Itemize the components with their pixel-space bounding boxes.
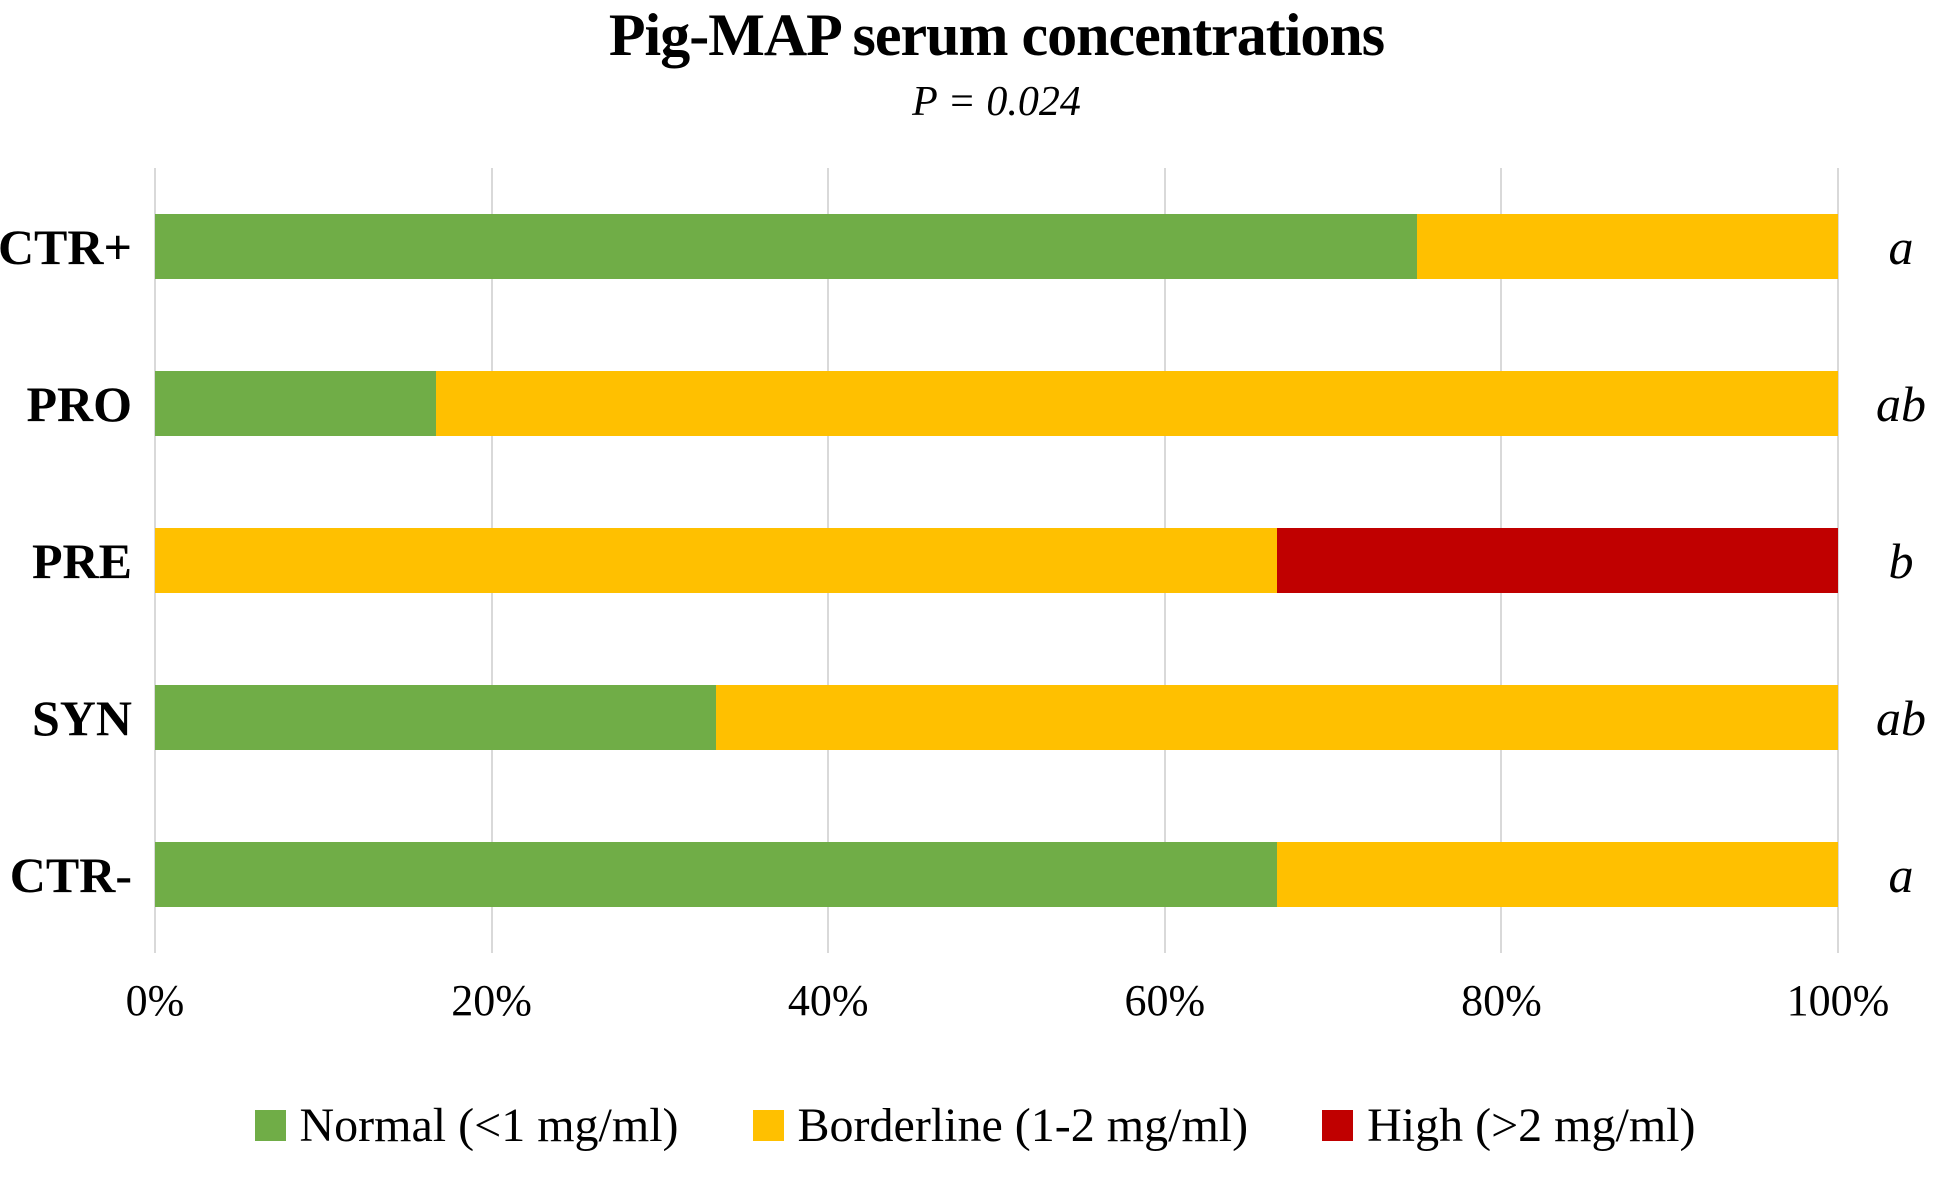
legend: Normal (<1 mg/ml) Borderline (1-2 mg/ml) H…: [0, 1098, 1950, 1153]
bar-segment-CTR+-Borderline (1-2 mg/ml): [1417, 214, 1838, 279]
legend-swatch-icon-Borderline (1-2 mg/ml): [752, 1110, 784, 1141]
x-tick-label-100%: 100%: [1786, 976, 1890, 1025]
chart-title: Pig-MAP serum concentrations: [608, 2, 1385, 68]
bar-segment-CTR--Borderline (1-2 mg/ml): [1277, 842, 1838, 907]
significance-letter-PRE: b: [1888, 532, 1914, 589]
x-tick-label-60%: 60%: [1124, 976, 1206, 1025]
x-tick-label-0%: 0%: [125, 976, 185, 1025]
bar-row-CTR-: [155, 796, 1838, 953]
category-label-SYN: SYN: [31, 689, 132, 746]
bar-segment-SYN-Normal (<1 mg/ml): [155, 685, 716, 750]
legend-item-Normal (<1 mg/ml): Normal (<1 mg/ml): [254, 1098, 679, 1153]
bar-segment-PRO-Borderline (1-2 mg/ml): [435, 371, 1838, 436]
legend-item-Borderline (1-2 mg/ml): Borderline (1-2 mg/ml): [752, 1098, 1249, 1153]
legend-label: Normal (<1 mg/ml): [299, 1099, 679, 1152]
bar-row-PRE: [155, 482, 1838, 639]
bar-segment-PRE-High (>2 mg/ml): [1277, 528, 1838, 593]
plot-area: [154, 168, 1839, 953]
stacked-bar-SYN: [155, 685, 1838, 750]
bar-segment-CTR--Normal (<1 mg/ml): [155, 842, 1278, 907]
stacked-bar-CTR+: [155, 214, 1838, 279]
bar-segment-PRO-Normal (<1 mg/ml): [155, 371, 436, 436]
category-label-PRE: PRE: [32, 532, 132, 589]
category-axis-labels: CTR+ PRO PRE SYN CTR-: [0, 168, 132, 953]
x-tick-label-80%: 80%: [1461, 976, 1542, 1025]
x-tick-label-20%: 20%: [451, 976, 532, 1025]
stacked-bar-PRO: [155, 371, 1838, 436]
significance-letter-PRO: ab: [1876, 375, 1926, 432]
legend-swatch-icon-High (>2 mg/ml): [1322, 1110, 1354, 1141]
category-label-PRO: PRO: [26, 375, 132, 432]
significance-letters-column: a ab b ab a: [1852, 168, 1950, 953]
stacked-bar-CTR-: [155, 842, 1838, 907]
significance-letter-CTR+: a: [1888, 218, 1914, 275]
significance-letter-SYN: ab: [1876, 689, 1926, 746]
bar-row-CTR+: [155, 168, 1838, 325]
legend-swatch-icon-Normal (<1 mg/ml): [254, 1110, 286, 1141]
category-label-CTR-: CTR-: [9, 846, 132, 903]
chart-subtitle-pvalue: P = 0.024: [912, 79, 1081, 125]
legend-item-High (>2 mg/ml): High (>2 mg/ml): [1322, 1098, 1695, 1153]
bar-row-PRO: [155, 325, 1838, 482]
bar-segment-CTR+-Normal (<1 mg/ml): [155, 214, 1418, 279]
x-tick-label-40%: 40%: [787, 976, 869, 1025]
bar-segment-SYN-Borderline (1-2 mg/ml): [715, 685, 1838, 750]
bar-row-SYN: [155, 639, 1838, 796]
gridline-100pct: [1837, 168, 1839, 953]
x-axis: 0% 20% 40% 60% 80% 100%: [126, 975, 1890, 1035]
bar-segment-PRE-Borderline (1-2 mg/ml): [155, 528, 1278, 593]
significance-letter-CTR-: a: [1888, 846, 1914, 903]
category-label-CTR+: CTR+: [0, 218, 132, 275]
legend-label: High (>2 mg/ml): [1367, 1099, 1696, 1152]
stacked-bar-PRE: [155, 528, 1838, 593]
legend-label: Borderline (1-2 mg/ml): [797, 1099, 1249, 1152]
